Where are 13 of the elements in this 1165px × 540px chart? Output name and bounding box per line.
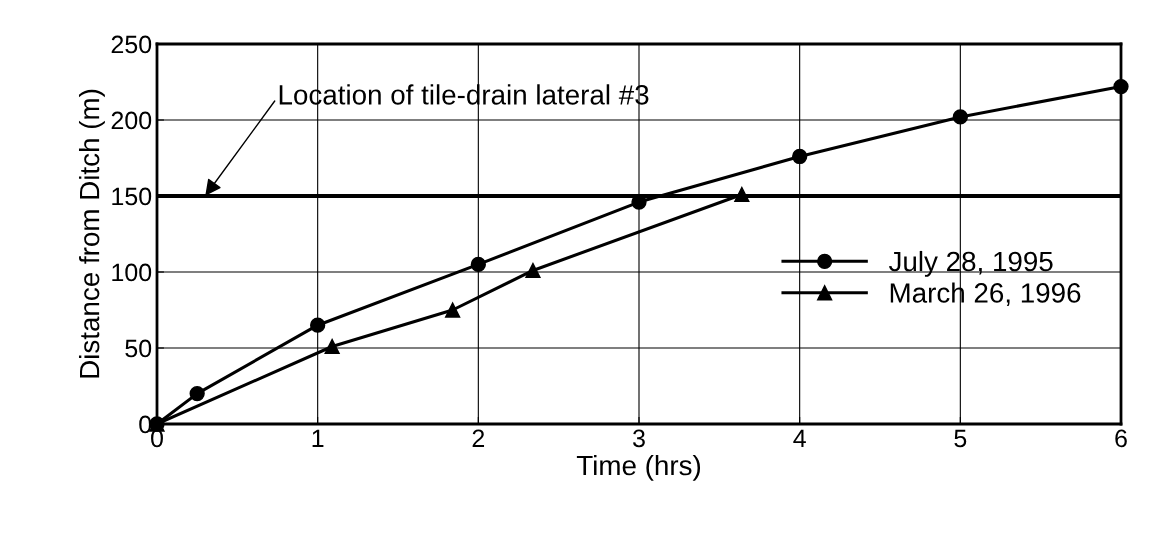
x-tick-label: 1 <box>312 429 324 447</box>
x-tick-label: 4 <box>793 429 806 447</box>
x-tick-label: 2 <box>472 429 485 447</box>
x-tick-label: 3 <box>633 429 645 448</box>
x-tick-label: 6 <box>1115 429 1127 448</box>
y-tick-label: 50 <box>125 339 152 358</box>
y-tick-label: 100 <box>112 263 152 282</box>
y-tick-label: 250 <box>111 35 152 54</box>
y-tick-label: 150 <box>112 187 152 206</box>
x-axis-title: Time (hrs) <box>576 454 701 481</box>
x-tick-label: 5 <box>954 429 967 448</box>
y-tick-label: 200 <box>111 111 152 130</box>
y-axis-title: Distance from Ditch (m) <box>78 89 105 378</box>
